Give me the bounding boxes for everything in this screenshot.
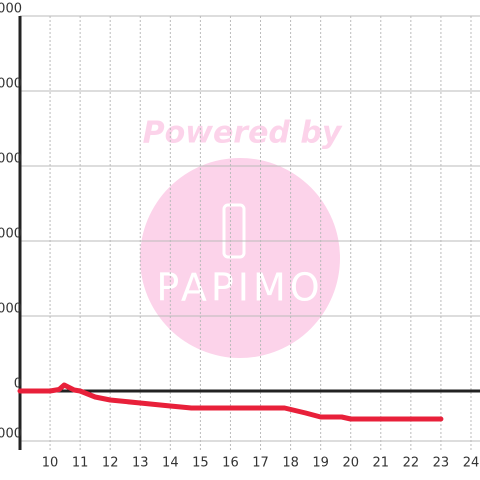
- x-tick-label: 10: [42, 456, 59, 471]
- x-tick-label: 12: [102, 456, 119, 471]
- x-tick-label: 18: [282, 456, 299, 471]
- line: [17, 382, 444, 422]
- x-tick-label: 15: [192, 456, 209, 471]
- x-tick-label: 11: [72, 456, 89, 471]
- y-tick-label: 30,000: [0, 302, 22, 317]
- x-tick-label: 24: [463, 456, 480, 471]
- x-tick-label: 17: [252, 456, 269, 471]
- x-tick-label: 21: [373, 456, 390, 471]
- x-tick-label: 22: [403, 456, 420, 471]
- y-tick-label: 150,000: [0, 2, 22, 17]
- x-tick-label: 13: [132, 456, 149, 471]
- watermark-logo: PAPIMO: [156, 266, 323, 310]
- watermark-powered: Powered by: [143, 116, 343, 151]
- y-tick-label: 90,000: [0, 152, 22, 167]
- y-tick-label: 0: [14, 377, 22, 392]
- watermark-phone: [222, 203, 246, 259]
- x-tick-label: 14: [162, 456, 179, 471]
- y-tick-label: -20,000: [0, 427, 22, 442]
- x-tick-label: 16: [222, 456, 239, 471]
- x-tick-label: 20: [342, 456, 359, 471]
- y-tick-label: 120,000: [0, 77, 22, 92]
- x-tick-label: 23: [433, 456, 450, 471]
- plot: [17, 15, 480, 450]
- y-tick-label: 60,000: [0, 227, 22, 242]
- x-tick-label: 19: [312, 456, 329, 471]
